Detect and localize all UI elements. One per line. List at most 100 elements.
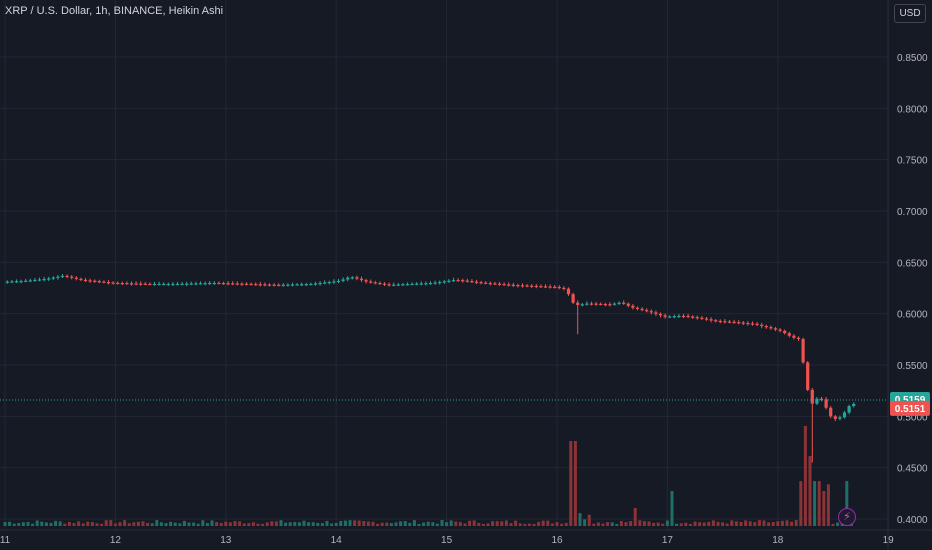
volume-bar [325, 521, 329, 526]
volume-bar [638, 520, 642, 526]
volume-bar [408, 522, 412, 526]
candle-body [42, 279, 46, 281]
volume-bar [251, 522, 255, 526]
candle-body [608, 304, 612, 306]
volume-bar [58, 521, 62, 526]
volume-bar [77, 521, 81, 526]
volume-bar [514, 520, 518, 526]
candle-body [51, 277, 55, 279]
candle-body [507, 284, 511, 286]
candle-body [208, 282, 212, 285]
volume-bar [219, 523, 223, 526]
candle-body [704, 318, 709, 320]
volume-bar [86, 521, 90, 526]
candle-body [175, 283, 180, 286]
candle-body [810, 389, 814, 404]
volume-bar [679, 523, 683, 526]
volume-bar [670, 491, 674, 526]
volume-bar [578, 513, 582, 526]
candle-body [691, 316, 695, 318]
volume-bar [389, 523, 393, 526]
volume-bar [385, 522, 389, 526]
volume-bar [445, 522, 449, 526]
candle-body [392, 284, 396, 286]
candle-body [116, 282, 120, 285]
candle-body [93, 280, 97, 282]
candle-body [847, 406, 851, 413]
candle-body [244, 283, 249, 285]
volume-bar [454, 521, 458, 526]
volume-bar [836, 522, 840, 526]
currency-button[interactable]: USD [894, 4, 926, 23]
volume-bar [307, 522, 311, 526]
candle-body [566, 288, 571, 295]
candle-body [539, 286, 543, 288]
volume-bar [527, 523, 531, 526]
candle-body [120, 283, 124, 285]
candle-body [714, 320, 718, 322]
candle-body [622, 302, 626, 304]
volume-bar [297, 522, 301, 526]
volume-bar [302, 520, 306, 526]
volume-bar [113, 523, 117, 526]
candle-body [700, 317, 704, 319]
candle-body [378, 282, 382, 285]
volume-bar [431, 522, 435, 526]
candle-body [741, 322, 745, 324]
volume-bar [90, 522, 94, 526]
candle-body [281, 284, 285, 286]
volume-bar [284, 522, 288, 526]
candle-body [171, 283, 175, 286]
candle-body [548, 286, 552, 288]
y-tick-label: 0.5500 [897, 361, 928, 372]
volume-bar [293, 522, 297, 526]
candle-body [254, 284, 258, 286]
candle-body [433, 282, 437, 284]
volume-bar [118, 522, 122, 526]
candle-body [56, 276, 60, 278]
lightning-icon[interactable]: ⚡ [838, 508, 856, 526]
candle-body [226, 283, 230, 285]
candle-body [755, 323, 759, 326]
volume-bar [316, 522, 320, 526]
volume-bar [173, 522, 177, 526]
candle-body [461, 280, 465, 282]
y-tick-label: 0.8500 [897, 53, 928, 64]
volume-bar [178, 523, 182, 526]
volume-bar [334, 522, 338, 526]
candle-body [737, 322, 741, 324]
volume-bar [422, 522, 426, 526]
volume-bar [583, 519, 587, 526]
volume-bar [261, 523, 265, 526]
candle-body [28, 280, 32, 282]
candle-body [387, 284, 391, 286]
candle-body [815, 398, 819, 404]
volume-bar [790, 521, 794, 526]
candle-body [405, 284, 410, 286]
candle-body [778, 329, 782, 331]
volume-bar [491, 521, 495, 526]
volume-bar [560, 523, 564, 526]
candle-body [530, 285, 534, 287]
volume-bar [688, 523, 692, 526]
candle-body [235, 283, 239, 285]
volume-bar [472, 520, 476, 526]
volume-bar [215, 522, 219, 526]
volume-bar [477, 522, 481, 526]
y-tick-label: 0.8000 [897, 104, 928, 115]
volume-bar [495, 521, 499, 526]
candle-body [88, 280, 92, 282]
x-tick-label: 12 [110, 535, 122, 546]
candle-body [14, 281, 19, 283]
candle-body [212, 282, 216, 285]
candle-body [750, 323, 755, 325]
volume-bar [435, 523, 439, 526]
candle-body [373, 282, 377, 284]
volume-bar [40, 521, 44, 526]
volume-bar [233, 520, 237, 526]
volume-bar [822, 491, 826, 526]
candle-body [456, 280, 460, 282]
volume-bar [721, 522, 725, 526]
